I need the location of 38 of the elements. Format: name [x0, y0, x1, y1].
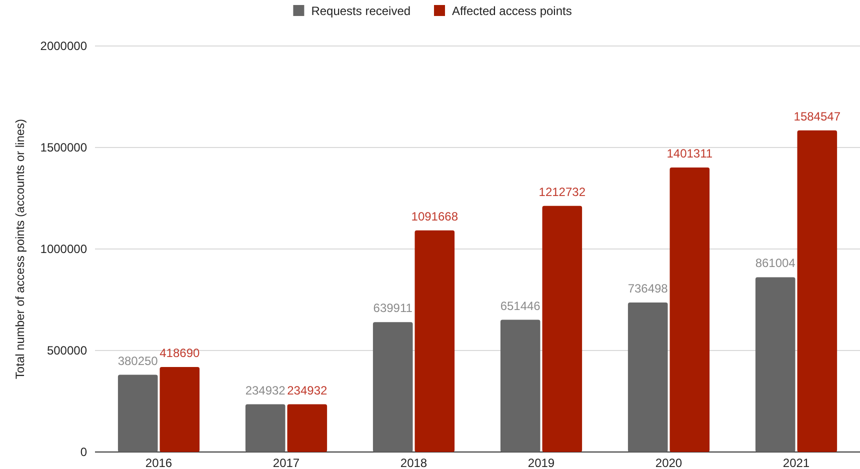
- data-label: 639911: [373, 301, 413, 316]
- bar: [160, 367, 200, 452]
- y-tick-label: 1500000: [40, 140, 88, 154]
- y-tick-label: 500000: [46, 344, 88, 358]
- y-axis-title: Total number of access points (accounts or lines): [13, 118, 27, 380]
- x-tick-label: 2020: [655, 456, 682, 469]
- data-label: 1584547: [794, 109, 841, 124]
- data-label: 1212732: [538, 184, 586, 199]
- legend-label: Affected access points: [452, 4, 572, 18]
- x-tick-label: 2018: [400, 456, 428, 469]
- bar: [414, 230, 455, 452]
- data-label: 1401311: [666, 146, 713, 161]
- bar: [372, 322, 413, 452]
- data-label: 861004: [755, 256, 796, 270]
- bar: [542, 206, 582, 452]
- data-label: 1091668: [411, 209, 458, 224]
- x-tick-label: 2019: [528, 456, 555, 469]
- bar: [628, 302, 668, 452]
- bar: [500, 320, 540, 452]
- data-label: 234932: [245, 383, 286, 398]
- x-tick-label: 2016: [145, 456, 172, 469]
- bar: [670, 168, 710, 452]
- bar: [797, 130, 838, 452]
- y-tick-label: 2000000: [40, 39, 88, 53]
- data-label: 380250: [118, 354, 158, 368]
- data-label: 418690: [160, 346, 200, 360]
- bar: [118, 374, 158, 452]
- x-tick-label: 2017: [272, 456, 300, 469]
- data-label: 736498: [628, 281, 668, 296]
- bar: [755, 277, 796, 452]
- data-label: 651446: [500, 298, 541, 313]
- y-tick-label: 1000000: [40, 242, 88, 256]
- bar: [245, 404, 286, 452]
- legend-label: Requests received: [311, 4, 411, 18]
- y-tick-label: 0: [80, 445, 88, 459]
- bar: [287, 404, 328, 452]
- x-tick-label: 2021: [782, 456, 810, 469]
- data-label: 234932: [287, 383, 328, 398]
